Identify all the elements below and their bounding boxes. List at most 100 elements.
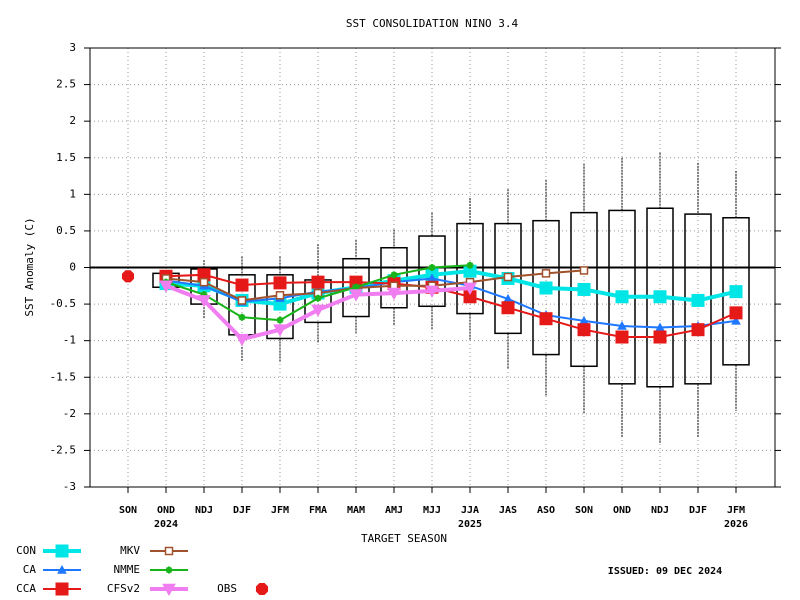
x-tick-label: AMJ [385, 505, 403, 516]
legend-label: CON [16, 544, 36, 557]
box [722, 216, 750, 366]
x-tick-label: DJF [233, 505, 251, 516]
x-tick-label: OND [157, 505, 175, 516]
marker [55, 544, 69, 558]
year-label: 2026 [724, 519, 748, 530]
marker [273, 324, 287, 337]
legend-label: OBS [217, 582, 237, 595]
marker [238, 313, 246, 321]
marker [653, 290, 667, 304]
marker [255, 582, 269, 596]
y-tick-label: 0.5 [56, 224, 76, 237]
y-axis-label: SST Anomaly (C) [23, 217, 36, 316]
marker [615, 330, 629, 344]
marker [387, 287, 401, 301]
marker [314, 294, 322, 302]
marker [352, 283, 360, 291]
marker [463, 282, 477, 296]
series [159, 280, 477, 347]
marker [349, 289, 363, 302]
y-tick-label: -3 [63, 480, 76, 493]
marker [311, 275, 325, 289]
marker [197, 295, 211, 308]
x-tick-label: MJJ [423, 505, 441, 516]
x-tick-label: ASO [537, 505, 555, 516]
legend-label: NMME [114, 563, 141, 576]
marker [691, 323, 705, 337]
marker [425, 285, 439, 298]
marker [539, 312, 553, 326]
marker [539, 281, 553, 295]
marker [164, 546, 174, 556]
marker [501, 301, 515, 315]
marker [275, 291, 285, 300]
x-tick-label: JAS [499, 505, 517, 516]
year-label: 2025 [458, 519, 482, 530]
marker [466, 261, 474, 269]
marker [541, 269, 551, 278]
y-tick-label: 1 [69, 187, 76, 200]
marker [428, 264, 436, 271]
legend-label: CA [23, 563, 37, 576]
marker [617, 321, 627, 330]
x-tick-label: OND [613, 505, 631, 516]
y-tick-label: 2 [69, 114, 76, 127]
marker [276, 316, 284, 324]
y-tick-label: 3 [69, 41, 76, 54]
marker [237, 296, 247, 305]
x-tick-label: JJA [461, 505, 479, 516]
x-tick-label: DJF [689, 505, 707, 516]
x-tick-label: NDJ [195, 505, 213, 516]
x-tick-label: NDJ [651, 505, 669, 516]
x-tick-label: MAM [347, 505, 365, 516]
marker [235, 278, 249, 292]
box [266, 274, 294, 340]
y-tick-label: 0 [69, 261, 76, 274]
marker [390, 271, 398, 279]
chart-title: SST CONSOLIDATION NINO 3.4 [346, 17, 519, 30]
issued-date: ISSUED: 09 DEC 2024 [608, 566, 722, 577]
y-tick-label: -2.5 [50, 443, 77, 456]
marker [55, 582, 69, 596]
marker [273, 276, 287, 290]
x-tick-label: SON [119, 505, 137, 516]
x-tick-label: SON [575, 505, 593, 516]
marker [615, 290, 629, 304]
marker [162, 583, 176, 597]
y-tick-label: -1 [63, 334, 76, 347]
marker [159, 280, 173, 293]
marker [691, 293, 705, 307]
marker [503, 272, 513, 282]
series-line [165, 273, 737, 339]
marker [199, 277, 209, 287]
marker [653, 330, 667, 344]
y-tick-label: 2.5 [56, 78, 76, 91]
box [456, 222, 484, 315]
y-tick-label: 1.5 [56, 151, 76, 164]
series-line [165, 277, 737, 329]
marker [729, 306, 743, 320]
y-tick-label: -2 [63, 407, 76, 420]
series [159, 268, 743, 344]
series-line [165, 269, 585, 302]
series-line [165, 269, 737, 307]
series [121, 270, 135, 283]
marker [57, 564, 67, 574]
legend-label: MKV [120, 544, 140, 557]
marker [311, 304, 325, 317]
marker [729, 285, 743, 299]
legend-label: CFSv2 [107, 582, 140, 595]
marker [577, 323, 591, 337]
y-tick-label: -0.5 [50, 297, 77, 310]
y-tick-label: -1.5 [50, 370, 77, 383]
legend-label: CCA [16, 582, 36, 595]
marker [731, 315, 741, 325]
year-label: 2024 [154, 519, 178, 530]
x-tick-label: JFM [271, 505, 289, 516]
x-tick-label: FMA [309, 505, 327, 516]
marker [579, 266, 589, 275]
marker [235, 333, 249, 347]
marker [165, 566, 173, 574]
